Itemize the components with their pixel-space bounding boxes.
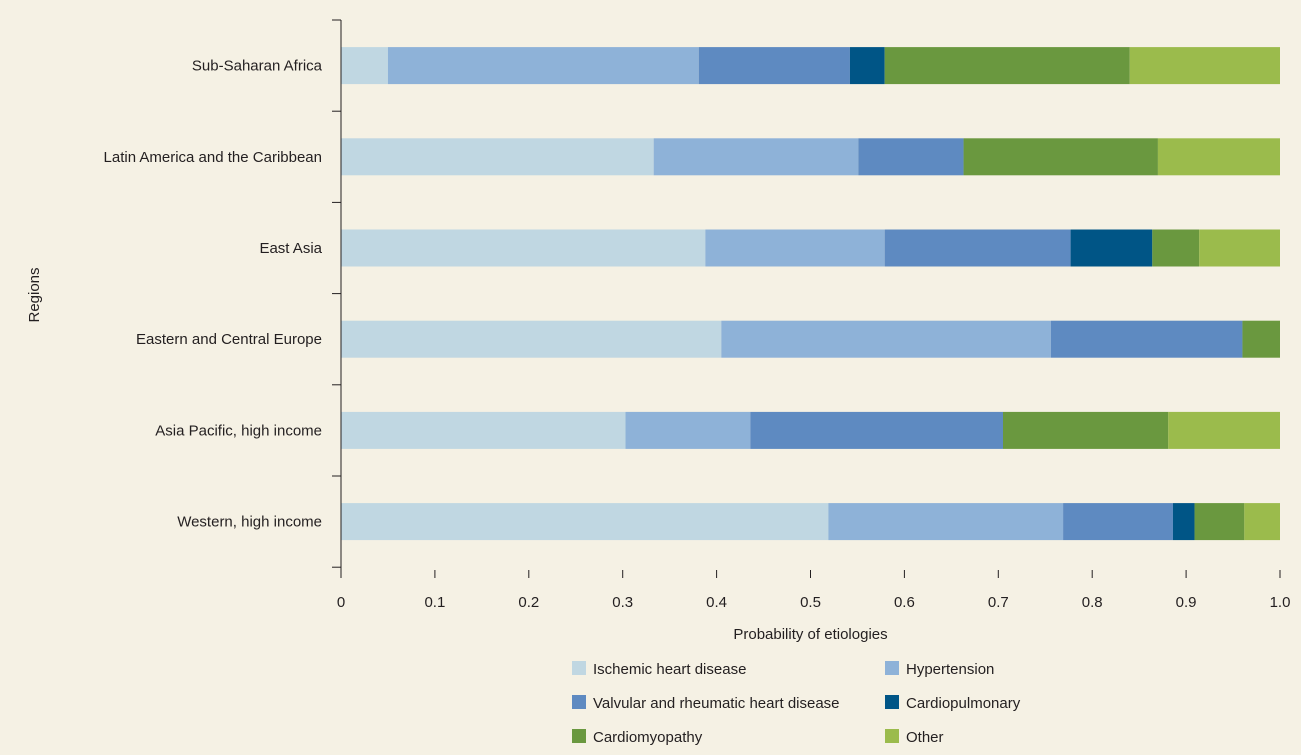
bar-segment: [705, 229, 885, 267]
bar-segment: [828, 503, 1064, 541]
x-axis-title: Probability of etiologies: [733, 626, 887, 643]
bar-segment: [858, 138, 964, 176]
legend-label: Cardiopulmonary: [906, 695, 1021, 712]
y-tick-label: Eastern and Central Europe: [136, 331, 322, 348]
x-tick-label: 0: [337, 594, 345, 611]
x-tick-label: 0.4: [706, 594, 727, 611]
bar-segment: [1129, 47, 1280, 85]
x-tick-label: 0.8: [1082, 594, 1103, 611]
bar-segment: [341, 411, 626, 449]
legend-swatch: [572, 661, 586, 675]
bar-segment: [884, 229, 1071, 267]
axes: Sub-Saharan Africa Latin America and the …: [104, 19, 1291, 611]
legend-label: Cardiomyopathy: [593, 729, 703, 746]
x-tick-label: 0.2: [518, 594, 539, 611]
legend-swatch: [572, 729, 586, 743]
legend-label: Other: [906, 729, 944, 746]
bar-segment: [341, 503, 829, 541]
x-tick-label: 0.1: [424, 594, 445, 611]
y-axis-title: Regions: [26, 267, 43, 322]
legend-label: Valvular and rheumatic heart disease: [593, 695, 840, 712]
bar-segment: [1050, 320, 1243, 358]
bar-segment: [963, 138, 1158, 176]
bar-segment: [1157, 138, 1280, 176]
y-tick-label: Sub-Saharan Africa: [192, 58, 323, 75]
bar-segment: [341, 320, 722, 358]
bar-segment: [884, 47, 1130, 85]
bar-segment: [1002, 411, 1169, 449]
y-tick-label: Asia Pacific, high income: [155, 422, 322, 439]
x-tick-label: 0.5: [800, 594, 821, 611]
bar-segment: [721, 320, 1051, 358]
bar-segment: [653, 138, 859, 176]
x-tick-label: 1.0: [1270, 594, 1291, 611]
bar-segment: [750, 411, 1003, 449]
bar-segment: [1244, 503, 1280, 541]
bar-segment: [1199, 229, 1280, 267]
x-tick-label: 0.6: [894, 594, 915, 611]
bar-segment: [387, 47, 699, 85]
bar-segment: [1242, 320, 1280, 358]
bar-segment: [341, 47, 388, 85]
bar-segment: [341, 229, 706, 267]
bar-segment: [341, 138, 654, 176]
legend-label: Hypertension: [906, 661, 994, 678]
y-tick-label: Latin America and the Caribbean: [104, 149, 322, 166]
x-tick-label: 0.7: [988, 594, 1009, 611]
bars-layer: [341, 47, 1280, 541]
bar-segment: [1194, 503, 1245, 541]
y-tick-label: Western, high income: [177, 514, 322, 531]
legend: Ischemic heart disease Hypertension Valvul…: [572, 661, 1021, 746]
bar-segment: [849, 47, 885, 85]
legend-swatch: [885, 661, 899, 675]
bar-segment: [1152, 229, 1200, 267]
legend-swatch: [885, 695, 899, 709]
legend-swatch: [572, 695, 586, 709]
bar-segment: [698, 47, 850, 85]
bar-segment: [1168, 411, 1280, 449]
x-tick-label: 0.3: [612, 594, 633, 611]
bar-segment: [1063, 503, 1173, 541]
bar-segment: [1070, 229, 1153, 267]
legend-label: Ischemic heart disease: [593, 661, 746, 678]
bar-segment: [625, 411, 751, 449]
legend-swatch: [885, 729, 899, 743]
y-tick-label: East Asia: [259, 240, 322, 257]
bar-segment: [1172, 503, 1195, 541]
x-tick-label: 0.9: [1176, 594, 1197, 611]
